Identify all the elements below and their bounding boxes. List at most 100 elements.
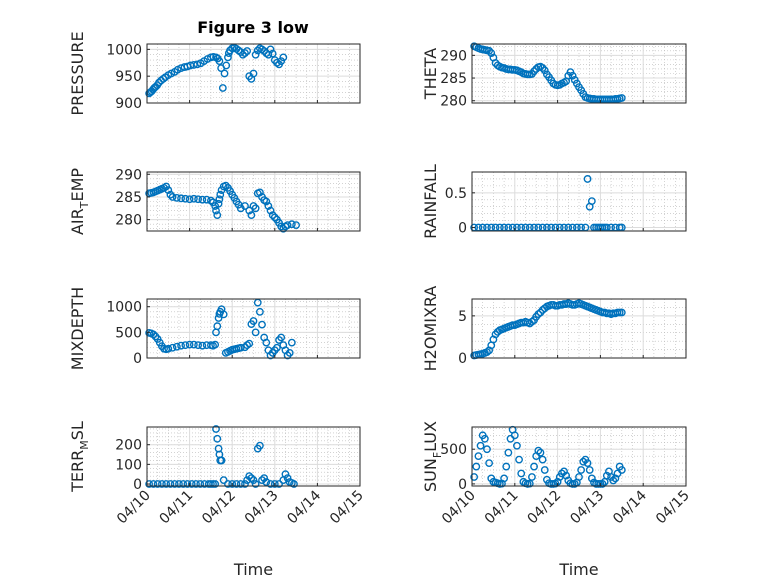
- y-axis-label: PRESSURE: [68, 31, 87, 115]
- data-point: [181, 341, 190, 350]
- panel-terr-msl: 0 100 200 04/10 04/11 04/12 04/13 04/14 04/15 Tim…: [68, 421, 367, 579]
- data-series: [470, 42, 626, 104]
- data-point: [220, 69, 229, 78]
- data-point: [211, 480, 220, 488]
- data-point: [249, 69, 258, 78]
- axes-box: [146, 298, 361, 359]
- data-point: [279, 53, 288, 62]
- data-point: [166, 480, 175, 488]
- data-point: [183, 480, 192, 488]
- data-point: [193, 60, 202, 69]
- data-point: [617, 466, 626, 474]
- data-point: [266, 206, 275, 215]
- data-point: [483, 348, 491, 356]
- data-point: [170, 480, 179, 488]
- panel-rainfall: 0 0.5 RAINFALL: [421, 164, 687, 239]
- data-point: [617, 308, 626, 317]
- minor-grid: [472, 298, 686, 359]
- data-point: [215, 57, 224, 66]
- y-axis-label: THETA: [421, 48, 440, 100]
- y-tick-label: 1000: [106, 42, 142, 58]
- data-point: [251, 328, 260, 337]
- data-point: [474, 452, 483, 461]
- y-tick-label: 290: [115, 167, 142, 183]
- data-point: [241, 202, 249, 210]
- data-point: [540, 66, 549, 75]
- data-point: [557, 469, 566, 478]
- data-point: [206, 196, 215, 205]
- data-point: [575, 473, 583, 481]
- data-point: [168, 343, 177, 352]
- data-point: [249, 476, 258, 484]
- data-point: [219, 310, 228, 319]
- data-point: [194, 195, 203, 204]
- data-point: [517, 469, 526, 478]
- panel-air-temp: 280 285 290 AIRTEMP: [68, 167, 361, 235]
- data-point: [245, 206, 254, 215]
- axes-box: [471, 298, 687, 359]
- data-point: [185, 340, 194, 349]
- x-tick-label: 04/13: [242, 488, 282, 528]
- data-point: [530, 67, 538, 76]
- data-point: [251, 204, 260, 213]
- data-point: [266, 480, 275, 488]
- data-point: [258, 476, 266, 484]
- data-point: [175, 480, 183, 488]
- data-point: [506, 434, 515, 443]
- data-point: [551, 479, 560, 488]
- y-tick-label: 285: [440, 71, 467, 87]
- y-tick-label: 1000: [106, 300, 142, 316]
- data-point: [213, 434, 222, 443]
- data-point: [185, 195, 194, 204]
- data-point: [162, 480, 171, 488]
- data-point: [534, 310, 543, 319]
- x-tick-label: 04/10: [114, 488, 154, 528]
- x-axis-label: Time: [233, 560, 273, 579]
- data-series: [470, 175, 626, 232]
- data-point: [249, 202, 258, 210]
- y-tick-label: 0: [458, 351, 467, 367]
- data-series: [470, 299, 626, 360]
- data-point: [189, 61, 198, 69]
- data-point: [598, 480, 607, 488]
- data-point: [232, 480, 241, 488]
- data-point: [513, 441, 521, 450]
- data-point: [247, 474, 256, 483]
- data-series: [145, 43, 288, 98]
- data-point: [158, 480, 166, 488]
- data-point: [155, 78, 163, 87]
- data-point: [609, 476, 618, 485]
- data-point: [538, 455, 547, 464]
- data-point: [224, 480, 232, 488]
- axes-box: [146, 171, 361, 232]
- x-tick-label: 04/12: [525, 488, 565, 528]
- data-point: [172, 342, 181, 351]
- axes-box: [146, 426, 361, 487]
- data-point: [149, 330, 158, 339]
- y-tick-label: 100: [115, 457, 142, 473]
- data-point: [528, 473, 536, 481]
- data-point: [166, 190, 175, 199]
- data-point: [568, 71, 577, 80]
- data-point: [500, 474, 508, 483]
- x-tick-label: 04/11: [157, 488, 197, 528]
- y-tick-label: 900: [115, 96, 142, 112]
- data-point: [602, 471, 611, 480]
- minor-grid: [472, 44, 686, 103]
- data-point: [277, 57, 286, 66]
- data-point: [583, 459, 592, 467]
- axes-box: [471, 171, 687, 232]
- data-point: [179, 480, 188, 488]
- data-point: [236, 343, 245, 352]
- data-point: [285, 348, 294, 357]
- x-tick-label: 04/13: [567, 488, 607, 528]
- data-point: [260, 474, 269, 483]
- data-point: [255, 188, 264, 197]
- data-point: [538, 64, 547, 72]
- y-axis-label: AIRTEMP: [68, 168, 91, 235]
- data-point: [214, 199, 223, 208]
- data-point: [287, 220, 296, 229]
- data-point: [483, 445, 491, 454]
